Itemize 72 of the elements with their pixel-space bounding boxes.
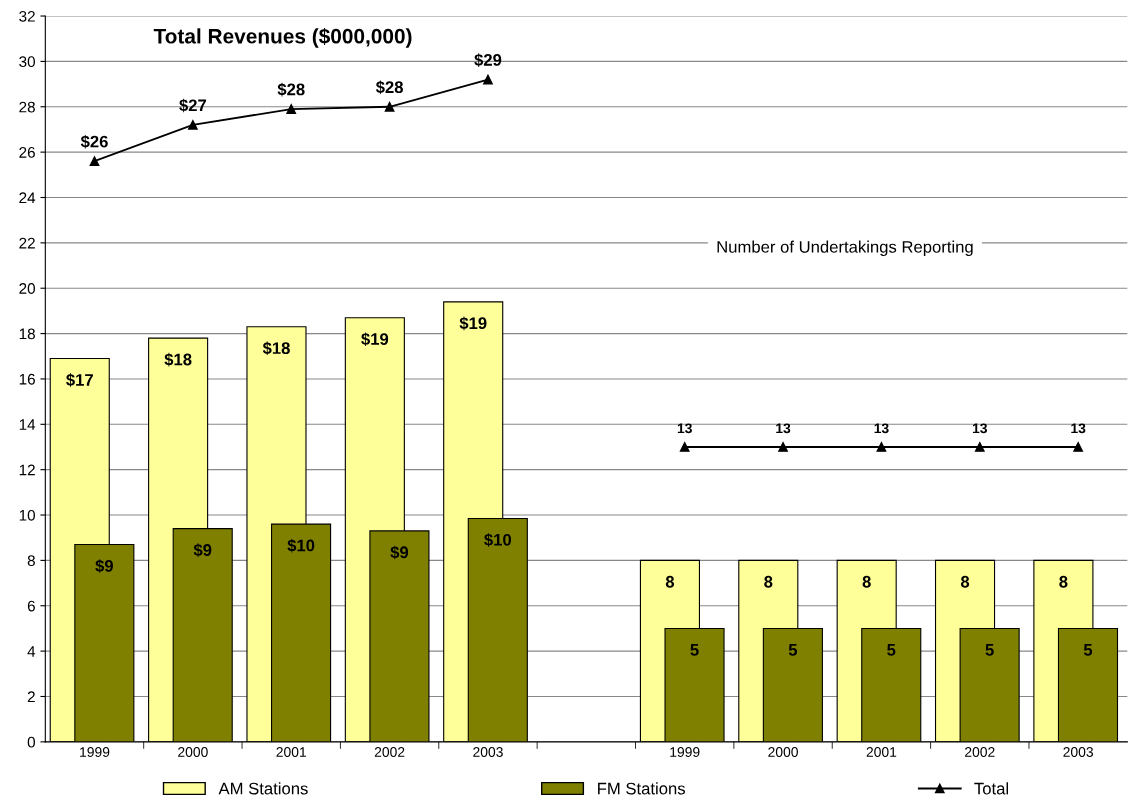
data-label: 13 [677, 423, 692, 434]
legend-label: FM Stations [598, 782, 686, 795]
data-label: 5 [788, 644, 798, 656]
data-label: 8 [960, 575, 970, 588]
data-label: $9 [193, 543, 212, 557]
y-tick-label: 22 [19, 237, 35, 249]
y-tick-label: 18 [19, 328, 35, 340]
y-tick-label: 26 [19, 147, 35, 158]
point [384, 101, 395, 112]
point [286, 104, 297, 114]
x-tick-label: 2001 [866, 747, 897, 757]
point [778, 442, 788, 452]
annotation: Total Revenues ($000,000) [153, 27, 412, 48]
point [876, 442, 887, 452]
x-tick-label: 2001 [276, 747, 306, 757]
y-tick-label: 24 [19, 192, 36, 204]
x-tick-label: 1999 [670, 747, 700, 757]
data-label: $9 [95, 559, 113, 573]
y-tick-label: 4 [27, 646, 36, 657]
point [188, 120, 198, 130]
data-label: $10 [287, 538, 315, 553]
x-tick-label: 2003 [1063, 747, 1093, 757]
data-label: 5 [690, 644, 699, 656]
y-tick-label: 12 [19, 464, 35, 476]
y-tick-label: 8 [27, 555, 35, 567]
y-tick-label: 32 [19, 10, 35, 22]
legend-label: AM Stations [218, 782, 308, 795]
data-label: $18 [164, 352, 192, 367]
y-tick-label: 14 [19, 419, 36, 430]
point [1073, 442, 1084, 452]
data-label: $29 [474, 53, 502, 67]
data-label: $28 [375, 80, 403, 95]
x-tick-label: 2000 [768, 747, 798, 757]
x-tick-label: 2002 [965, 747, 995, 757]
y-tick-label: 0 [27, 736, 35, 748]
y-tick-label: 16 [19, 373, 35, 385]
point [679, 442, 690, 452]
y-tick-label: 10 [19, 509, 35, 521]
y-tick-label: 6 [27, 600, 35, 612]
y-tick-label: 2 [27, 691, 35, 703]
data-label: 13 [874, 423, 889, 434]
data-label: $19 [361, 332, 389, 347]
data-label: 13 [776, 423, 791, 434]
annotation: Number of Undertakings Reporting [717, 240, 973, 257]
data-label: $17 [66, 373, 93, 387]
legend-label: Total [974, 782, 1009, 795]
data-label: $26 [80, 134, 108, 149]
data-label: 8 [1059, 575, 1068, 588]
data-label: 13 [1071, 423, 1086, 434]
data-label: 8 [862, 575, 871, 588]
data-label: 5 [1083, 644, 1093, 656]
data-label: $9 [390, 545, 409, 560]
data-label: $19 [459, 316, 487, 331]
y-tick-label: 30 [19, 56, 35, 68]
data-label: $10 [484, 533, 512, 547]
point [974, 442, 985, 452]
data-label: 8 [665, 575, 675, 588]
data-label: $28 [277, 82, 305, 97]
data-label: 13 [972, 423, 988, 434]
data-label: $18 [262, 341, 290, 356]
y-tick-label: 20 [19, 283, 35, 294]
data-label: 5 [887, 644, 896, 656]
data-label: 5 [985, 644, 994, 656]
x-tick-label: 1999 [80, 747, 110, 757]
data-label: $27 [179, 98, 207, 113]
y-tick-label: 28 [19, 101, 35, 113]
point [89, 156, 100, 167]
x-tick-label: 2000 [178, 747, 208, 757]
point [483, 74, 493, 85]
x-tick-label: 2002 [374, 747, 405, 757]
data-label: 8 [764, 575, 773, 588]
x-tick-label: 2003 [473, 747, 503, 757]
